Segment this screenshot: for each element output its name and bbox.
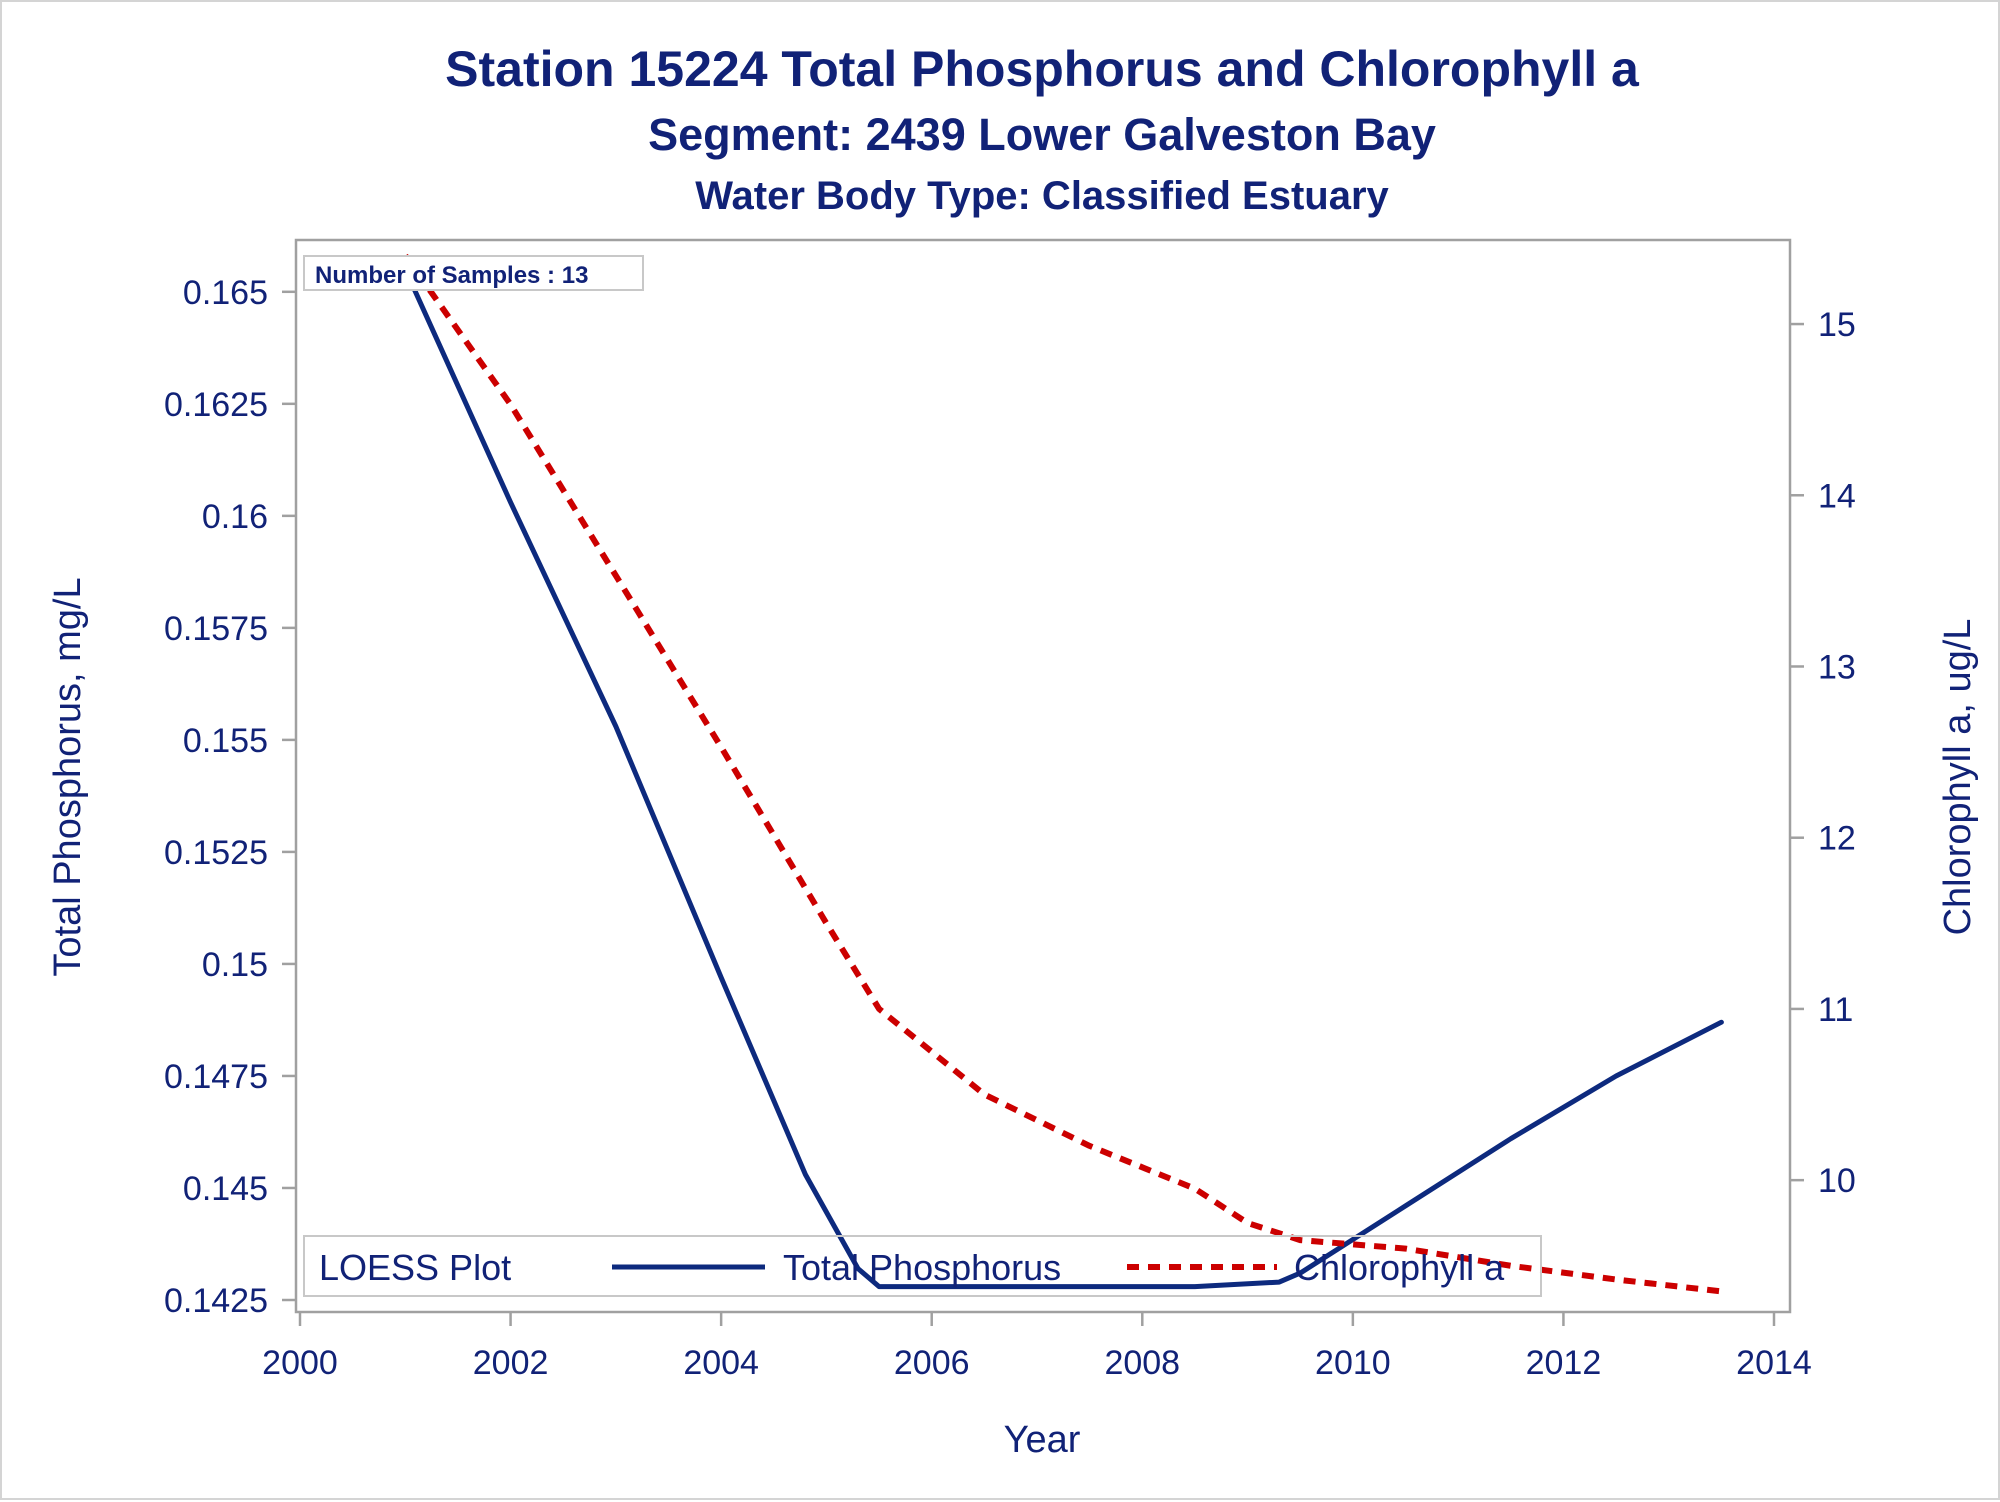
y2-tick-label: 10 <box>1818 1162 1856 1200</box>
y-tick-label: 0.1625 <box>164 386 268 424</box>
x-tick-label: 2002 <box>473 1344 549 1382</box>
chart-subtitle-segment: Segment: 2439 Lower Galveston Bay <box>648 109 1436 160</box>
chart-title: Station 15224 Total Phosphorus and Chlor… <box>445 41 1640 97</box>
y-axis-right: 10 11 12 13 14 15 <box>1790 306 1856 1200</box>
x-axis: 2000 2002 2004 2006 2008 2010 2012 2014 <box>262 1312 1812 1382</box>
legend-label-phosphorus: Total Phosphorus <box>783 1247 1061 1288</box>
x-tick-label: 2010 <box>1315 1344 1391 1382</box>
y-tick-label: 0.1425 <box>164 1282 268 1320</box>
y2-tick-label: 11 <box>1818 991 1853 1029</box>
y2-tick-label: 15 <box>1818 306 1856 344</box>
legend-box <box>303 1235 1542 1297</box>
y-axis-label: Total Phosphorus, mg/L <box>47 577 89 976</box>
series-line-phosphorus <box>402 266 1724 1290</box>
plot-area <box>294 238 1792 1314</box>
y2-tick-label: 12 <box>1818 820 1856 858</box>
x-tick-label: 2000 <box>262 1344 338 1382</box>
y2-axis-label: Chlorophyll a, ug/L <box>1937 619 1979 936</box>
annotation-box <box>303 255 644 291</box>
y-tick-label: 0.1575 <box>164 610 268 648</box>
y-tick-label: 0.145 <box>183 1170 268 1208</box>
y-tick-label: 0.1525 <box>164 834 268 872</box>
y-tick-label: 0.165 <box>183 274 268 312</box>
chart-subtitle-waterbody: Water Body Type: Classified Estuary <box>695 174 1389 218</box>
legend-title: LOESS Plot <box>319 1247 511 1288</box>
x-tick-label: 2004 <box>683 1344 759 1382</box>
x-axis-label: Year <box>1004 1419 1081 1461</box>
y-tick-label: 0.16 <box>202 498 268 536</box>
y-tick-label: 0.1475 <box>164 1058 268 1096</box>
x-tick-label: 2006 <box>894 1344 970 1382</box>
series-line-chlorophyll <box>402 253 1722 1295</box>
x-tick-label: 2008 <box>1104 1344 1180 1382</box>
y2-tick-label: 13 <box>1818 648 1856 686</box>
sample-count-annotation: Number of Samples : 13 <box>303 255 644 291</box>
y-axis-left: 0.1425 0.145 0.1475 0.15 0.1525 0.155 0.1575 0.… <box>164 274 296 1320</box>
series-layer <box>402 253 1724 1295</box>
annotation-text: Number of Samples : 13 <box>315 262 588 289</box>
legend: LOESS Plot Total Phosphorus Chlorophyll … <box>303 1235 1542 1297</box>
y-tick-label: 0.155 <box>183 722 268 760</box>
y-tick-label: 0.15 <box>202 946 268 984</box>
y2-tick-label: 14 <box>1818 477 1856 515</box>
legend-label-chlorophyll: Chlorophyll a <box>1294 1247 1505 1288</box>
x-tick-label: 2012 <box>1526 1344 1602 1382</box>
x-tick-label: 2014 <box>1736 1344 1812 1382</box>
